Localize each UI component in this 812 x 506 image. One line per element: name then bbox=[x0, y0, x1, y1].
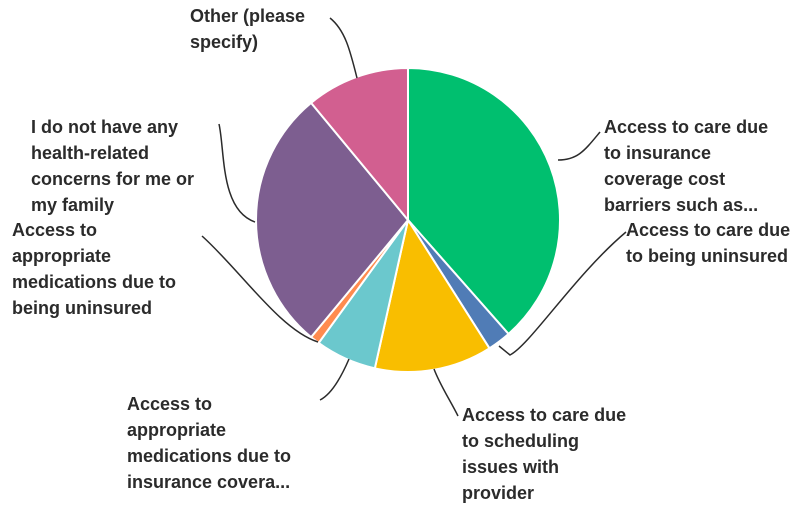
leader-line-1 bbox=[498, 231, 627, 356]
slice-label-0-line-1: to insurance bbox=[604, 143, 711, 163]
pie-slice-0 bbox=[407, 66, 561, 336]
slice-label-3-line-0: Access to bbox=[127, 394, 212, 414]
leader-line-2 bbox=[433, 368, 459, 417]
slice-label-1: Access to care due to being uninsured bbox=[626, 220, 790, 266]
leader-line-5 bbox=[218, 123, 256, 223]
leader-line-0 bbox=[557, 131, 601, 161]
slice-label-3: Access to appropriate medications due to in… bbox=[127, 394, 291, 492]
pie-slice-5 bbox=[255, 101, 410, 339]
leader-line-4 bbox=[201, 235, 319, 343]
pie-slices bbox=[255, 66, 561, 373]
leader-line-6 bbox=[329, 17, 358, 79]
slice-label-2-line-0: Access to care due bbox=[462, 405, 626, 425]
slice-label-3-line-2: medications due to bbox=[127, 446, 291, 466]
slice-label-2-line-1: to scheduling bbox=[462, 431, 579, 451]
slice-label-0-line-2: coverage cost bbox=[604, 169, 725, 189]
slice-label-5-line-0: I do not have any bbox=[31, 117, 178, 137]
slice-label-4-line-1: appropriate bbox=[12, 246, 111, 266]
slice-label-5-line-1: health-related bbox=[31, 143, 149, 163]
leader-lines bbox=[201, 17, 627, 417]
slice-label-5-line-2: concerns for me or bbox=[31, 169, 194, 189]
slice-label-3-line-3: insurance covera... bbox=[127, 472, 290, 492]
slice-label-0-line-3: barriers such as... bbox=[604, 195, 758, 215]
slice-label-2-line-2: issues with bbox=[462, 457, 559, 477]
slice-label-3-line-1: appropriate bbox=[127, 420, 226, 440]
slice-label-6: Other (please specify) bbox=[190, 6, 305, 52]
slice-label-4-line-0: Access to bbox=[12, 220, 97, 240]
leader-line-3 bbox=[319, 358, 350, 401]
slice-label-4-line-2: medications due to bbox=[12, 272, 176, 292]
slice-label-1-line-0: Access to care due bbox=[626, 220, 790, 240]
slice-label-4: Access to appropriate medications due to be… bbox=[12, 220, 176, 318]
slice-label-0: Access to care due to insurance coverage c… bbox=[604, 117, 768, 215]
slice-label-5: I do not have any health-related concerns … bbox=[31, 117, 194, 215]
slice-label-0-line-0: Access to care due bbox=[604, 117, 768, 137]
slice-label-1-line-1: to being uninsured bbox=[626, 246, 788, 266]
slice-label-6-line-0: Other (please bbox=[190, 6, 305, 26]
slice-labels: Access to care due to insurance coverage c… bbox=[12, 6, 790, 503]
slice-label-4-line-3: being uninsured bbox=[12, 298, 152, 318]
slice-label-2: Access to care due to scheduling issues wi… bbox=[462, 405, 626, 503]
slice-label-6-line-1: specify) bbox=[190, 32, 258, 52]
slice-label-5-line-3: my family bbox=[31, 195, 114, 215]
slice-label-2-line-3: provider bbox=[462, 483, 534, 503]
